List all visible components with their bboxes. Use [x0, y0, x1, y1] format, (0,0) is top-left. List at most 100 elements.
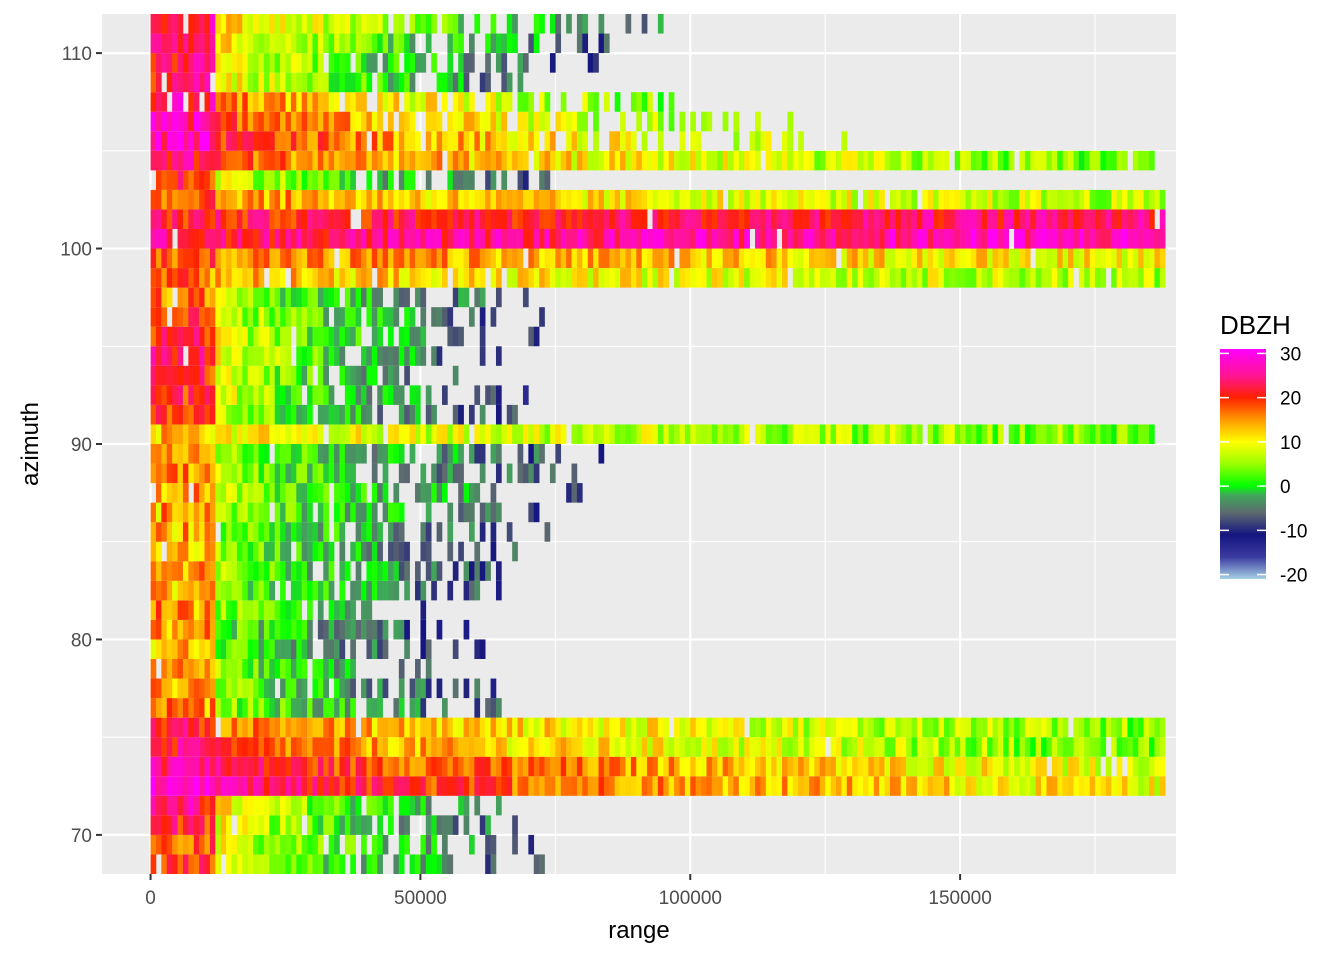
heatmap-cell [701, 717, 707, 738]
heatmap-cell [274, 834, 281, 855]
heatmap-cell [312, 659, 319, 679]
x-axis: 0 50000 100000 150000 [145, 874, 992, 909]
heatmap-cell [242, 268, 249, 288]
heatmap-cell [474, 131, 481, 151]
heatmap-cell [992, 248, 999, 269]
heatmap-cell [1154, 737, 1161, 757]
heatmap-cell [431, 53, 437, 73]
heatmap-cell [301, 268, 308, 288]
heatmap-cell [485, 737, 491, 757]
heatmap-cell [512, 248, 518, 269]
heatmap-cell [641, 737, 648, 757]
heatmap-cell [253, 248, 259, 269]
heatmap-cell [339, 365, 346, 386]
heatmap-cell [1122, 248, 1128, 269]
heatmap-cell [377, 619, 383, 640]
heatmap-cell [1003, 189, 1009, 210]
heatmap-cell [253, 463, 259, 484]
heatmap-cell [350, 619, 356, 640]
heatmap-cell [798, 756, 804, 777]
heatmap-cell [1143, 756, 1150, 777]
heatmap-cell [1138, 756, 1144, 777]
heatmap-cell [803, 229, 810, 249]
heatmap-cell [420, 346, 427, 366]
heatmap-cell [738, 737, 745, 757]
heatmap-cell [285, 522, 292, 542]
heatmap-cell [436, 268, 443, 288]
heatmap-cell [226, 698, 232, 718]
heatmap-cell [204, 92, 211, 112]
heatmap-cell [452, 444, 459, 464]
heatmap-cell [188, 111, 195, 132]
heatmap-cell [236, 268, 243, 288]
heatmap-cell [809, 209, 815, 229]
heatmap-cell [393, 53, 400, 73]
heatmap-cell [172, 776, 178, 796]
heatmap-cell [1068, 756, 1074, 777]
heatmap-cell [236, 522, 243, 542]
heatmap-cell [236, 717, 243, 738]
heatmap-cell [312, 209, 319, 229]
heatmap-cell [431, 580, 437, 601]
heatmap-cell [323, 795, 329, 816]
heatmap-cell [339, 815, 346, 835]
heatmap-cell [215, 248, 222, 269]
heatmap-cell [566, 131, 572, 151]
heatmap-cell [328, 737, 335, 757]
heatmap-cell [371, 717, 378, 738]
heatmap-cell [350, 424, 356, 444]
heatmap-cell [884, 229, 891, 249]
heatmap-cell [674, 717, 680, 738]
heatmap-cell [361, 815, 367, 835]
heatmap-cell [193, 776, 200, 796]
heatmap-cell [204, 463, 211, 484]
heatmap-cell [889, 229, 896, 249]
heatmap-cell [674, 209, 680, 229]
heatmap-cell [782, 248, 788, 269]
heatmap-cell [911, 150, 918, 171]
heatmap-cell [182, 111, 189, 132]
heatmap-cell [431, 248, 437, 269]
heatmap-cell [209, 619, 216, 640]
heatmap-cell [258, 248, 265, 269]
heatmap-cell [312, 444, 319, 464]
heatmap-cell [253, 229, 259, 249]
heatmap-cell [285, 209, 292, 229]
heatmap-cell [366, 815, 373, 835]
heatmap-cell [172, 522, 178, 542]
heatmap-cell [301, 326, 308, 347]
heatmap-cell [442, 854, 448, 874]
heatmap-cell [161, 346, 168, 366]
heatmap-cell [1089, 776, 1096, 796]
heatmap-cell [614, 717, 621, 738]
heatmap-cell [209, 111, 216, 132]
heatmap-cell [1159, 189, 1166, 210]
heatmap-cell [193, 678, 200, 699]
heatmap-cell [830, 229, 837, 249]
heatmap-cell [593, 737, 599, 757]
heatmap-cell [814, 229, 821, 249]
heatmap-cell [442, 463, 448, 484]
heatmap-cell [1116, 737, 1123, 757]
heatmap-cell [1105, 424, 1112, 444]
heatmap-cell [344, 53, 351, 73]
heatmap-cell [339, 170, 346, 190]
heatmap-cell [409, 795, 416, 816]
heatmap-cell [161, 502, 168, 523]
heatmap-cell [933, 737, 939, 757]
heatmap-cell [231, 424, 238, 444]
heatmap-cell [1149, 756, 1155, 777]
heatmap-cell [398, 698, 405, 718]
heatmap-cell [177, 229, 184, 249]
heatmap-cell [253, 287, 259, 308]
heatmap-cell [344, 404, 351, 425]
heatmap-cell [468, 248, 475, 269]
heatmap-cell [879, 150, 885, 171]
heatmap-cell [960, 268, 966, 288]
heatmap-cell [528, 248, 535, 269]
heatmap-cell [334, 92, 340, 112]
heatmap-cell [447, 756, 454, 777]
heatmap-cell [334, 72, 340, 93]
heatmap-cell [274, 463, 281, 484]
heatmap-cell [911, 229, 918, 249]
